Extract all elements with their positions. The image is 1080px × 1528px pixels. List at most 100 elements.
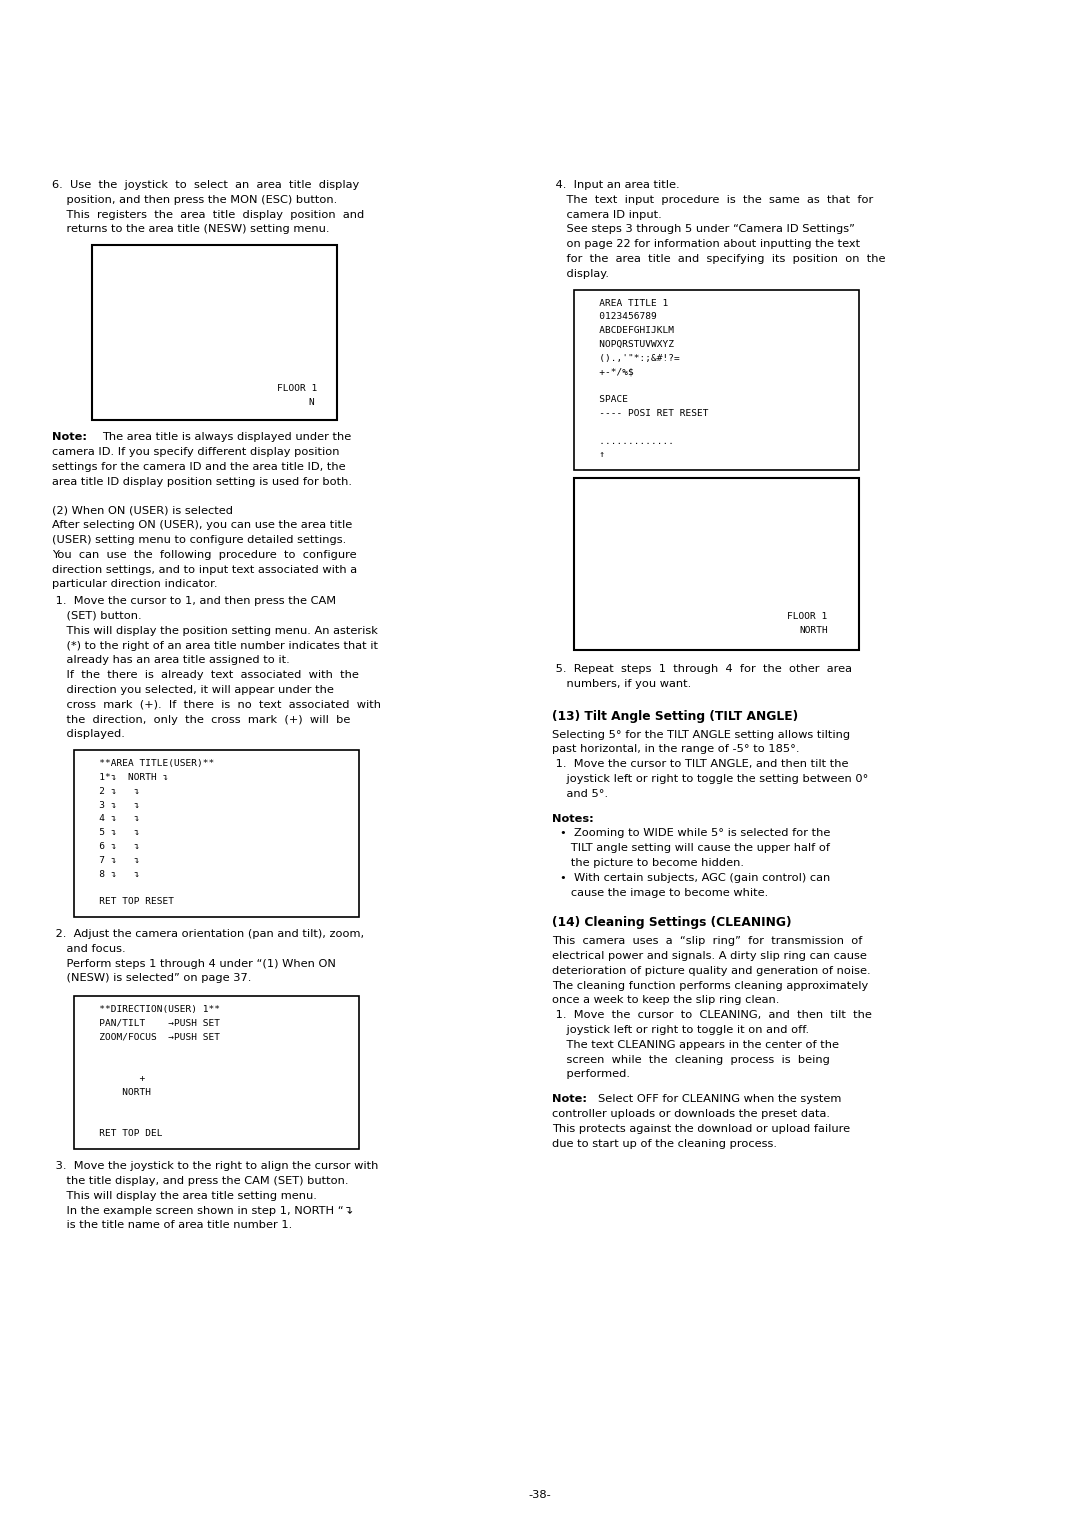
Text: +: + xyxy=(82,1074,145,1083)
Text: camera ID input.: camera ID input. xyxy=(552,209,662,220)
Text: area title ID display position setting is used for both.: area title ID display position setting i… xyxy=(52,477,352,486)
Text: numbers, if you want.: numbers, if you want. xyxy=(552,678,691,689)
Text: the title display, and press the CAM (SET) button.: the title display, and press the CAM (SE… xyxy=(52,1177,349,1186)
Text: 5 ↴   ↴: 5 ↴ ↴ xyxy=(82,828,139,837)
Text: cause the image to become white.: cause the image to become white. xyxy=(561,888,768,897)
Text: You  can  use  the  following  procedure  to  configure: You can use the following procedure to c… xyxy=(52,550,356,559)
Text: 3.  Move the joystick to the right to align the cursor with: 3. Move the joystick to the right to ali… xyxy=(52,1161,378,1170)
Bar xyxy=(573,290,859,471)
Text: The cleaning function performs cleaning approximately: The cleaning function performs cleaning … xyxy=(552,981,868,990)
Text: RET TOP DEL: RET TOP DEL xyxy=(82,1129,162,1138)
Text: (SET) button.: (SET) button. xyxy=(52,611,141,620)
Text: is the title name of area title number 1.: is the title name of area title number 1… xyxy=(52,1221,293,1230)
Bar xyxy=(573,478,859,651)
Text: This will display the position setting menu. An asterisk: This will display the position setting m… xyxy=(52,626,378,636)
Text: FLOOR 1: FLOOR 1 xyxy=(787,613,827,622)
Text: due to start up of the cleaning process.: due to start up of the cleaning process. xyxy=(552,1138,777,1149)
Text: •  Zooming to WIDE while 5° is selected for the: • Zooming to WIDE while 5° is selected f… xyxy=(561,828,831,839)
Text: SPACE: SPACE xyxy=(582,396,627,405)
Text: The text CLEANING appears in the center of the: The text CLEANING appears in the center … xyxy=(552,1039,839,1050)
Text: Notes:: Notes: xyxy=(552,813,594,824)
Text: 1.  Move the cursor to TILT ANGLE, and then tilt the: 1. Move the cursor to TILT ANGLE, and th… xyxy=(552,759,849,769)
Text: 6.  Use  the  joystick  to  select  an  area  title  display: 6. Use the joystick to select an area ti… xyxy=(52,180,360,189)
Text: 8 ↴   ↴: 8 ↴ ↴ xyxy=(82,869,139,879)
Text: TILT angle setting will cause the upper half of: TILT angle setting will cause the upper … xyxy=(561,843,831,853)
Text: 1.  Move  the  cursor  to  CLEANING,  and  then  tilt  the: 1. Move the cursor to CLEANING, and then… xyxy=(552,1010,872,1021)
Text: (14) Cleaning Settings (CLEANING): (14) Cleaning Settings (CLEANING) xyxy=(552,917,792,929)
Text: screen  while  the  cleaning  process  is  being: screen while the cleaning process is bei… xyxy=(552,1054,829,1065)
Text: This will display the area title setting menu.: This will display the area title setting… xyxy=(52,1190,316,1201)
Text: and 5°.: and 5°. xyxy=(552,788,608,799)
Text: once a week to keep the slip ring clean.: once a week to keep the slip ring clean. xyxy=(552,995,780,1005)
Text: joystick left or right to toggle the setting between 0°: joystick left or right to toggle the set… xyxy=(552,775,868,784)
Bar xyxy=(75,996,359,1149)
Text: on page 22 for information about inputting the text: on page 22 for information about inputti… xyxy=(552,240,860,249)
Text: Select OFF for CLEANING when the system: Select OFF for CLEANING when the system xyxy=(598,1094,841,1105)
Text: the  direction,  only  the  cross  mark  (+)  will  be: the direction, only the cross mark (+) w… xyxy=(52,715,350,724)
Text: ↑: ↑ xyxy=(582,451,605,460)
Text: (13) Tilt Angle Setting (TILT ANGLE): (13) Tilt Angle Setting (TILT ANGLE) xyxy=(552,711,798,723)
Text: ABCDEFGHIJKLM: ABCDEFGHIJKLM xyxy=(582,325,674,335)
Text: 0123456789: 0123456789 xyxy=(582,312,657,321)
Text: -38-: -38- xyxy=(528,1490,552,1500)
Text: ZOOM/FOCUS  →PUSH SET: ZOOM/FOCUS →PUSH SET xyxy=(82,1033,220,1042)
Text: camera ID. If you specify different display position: camera ID. If you specify different disp… xyxy=(52,448,339,457)
Text: direction settings, and to input text associated with a: direction settings, and to input text as… xyxy=(52,565,357,575)
Text: See steps 3 through 5 under “Camera ID Settings”: See steps 3 through 5 under “Camera ID S… xyxy=(552,225,855,234)
Text: **AREA TITLE(USER)**: **AREA TITLE(USER)** xyxy=(82,759,214,769)
Text: NOPQRSTUVWXYZ: NOPQRSTUVWXYZ xyxy=(582,341,674,348)
Text: 5.  Repeat  steps  1  through  4  for  the  other  area: 5. Repeat steps 1 through 4 for the othe… xyxy=(552,665,852,674)
Text: FLOOR 1: FLOOR 1 xyxy=(276,384,318,393)
Text: 2 ↴   ↴: 2 ↴ ↴ xyxy=(82,787,139,796)
Text: 1.  Move the cursor to 1, and then press the CAM: 1. Move the cursor to 1, and then press … xyxy=(52,596,336,607)
Text: Perform steps 1 through 4 under “(1) When ON: Perform steps 1 through 4 under “(1) Whe… xyxy=(52,958,336,969)
Bar xyxy=(75,750,359,917)
Text: position, and then press the MON (ESC) button.: position, and then press the MON (ESC) b… xyxy=(52,194,337,205)
Text: for  the  area  title  and  specifying  its  position  on  the: for the area title and specifying its po… xyxy=(552,254,886,264)
Text: controller uploads or downloads the preset data.: controller uploads or downloads the pres… xyxy=(552,1109,831,1118)
Text: **DIRECTION(USER) 1**: **DIRECTION(USER) 1** xyxy=(82,1005,220,1015)
Text: direction you selected, it will appear under the: direction you selected, it will appear u… xyxy=(52,685,334,695)
Text: deterioration of picture quality and generation of noise.: deterioration of picture quality and gen… xyxy=(552,966,870,976)
Text: displayed.: displayed. xyxy=(52,729,125,740)
Text: Selecting 5° for the TILT ANGLE setting allows tilting: Selecting 5° for the TILT ANGLE setting … xyxy=(552,729,850,740)
Text: performed.: performed. xyxy=(552,1070,630,1079)
Text: the picture to become hidden.: the picture to become hidden. xyxy=(561,859,744,868)
Text: Note:: Note: xyxy=(552,1094,588,1105)
Text: cross  mark  (+).  If  there  is  no  text  associated  with: cross mark (+). If there is no text asso… xyxy=(52,700,381,711)
Text: NORTH: NORTH xyxy=(82,1088,151,1097)
Text: (*) to the right of an area title number indicates that it: (*) to the right of an area title number… xyxy=(52,640,378,651)
Text: (NESW) is selected” on page 37.: (NESW) is selected” on page 37. xyxy=(52,973,252,984)
Text: 2.  Adjust the camera orientation (pan and tilt), zoom,: 2. Adjust the camera orientation (pan an… xyxy=(52,929,364,940)
Text: past horizontal, in the range of -5° to 185°.: past horizontal, in the range of -5° to … xyxy=(552,744,799,755)
Text: This  registers  the  area  title  display  position  and: This registers the area title display po… xyxy=(52,209,364,220)
Text: electrical power and signals. A dirty slip ring can cause: electrical power and signals. A dirty sl… xyxy=(552,950,867,961)
Text: 6 ↴   ↴: 6 ↴ ↴ xyxy=(82,842,139,851)
Text: already has an area title assigned to it.: already has an area title assigned to it… xyxy=(52,656,289,665)
Text: This  camera  uses  a  “slip  ring”  for  transmission  of: This camera uses a “slip ring” for trans… xyxy=(552,937,862,946)
Text: returns to the area title (NESW) setting menu.: returns to the area title (NESW) setting… xyxy=(52,225,329,234)
Text: This protects against the download or upload failure: This protects against the download or up… xyxy=(552,1123,850,1134)
Text: The area title is always displayed under the: The area title is always displayed under… xyxy=(102,432,351,442)
Text: N: N xyxy=(308,399,314,406)
Text: NORTH: NORTH xyxy=(799,626,827,636)
Text: If  the  there  is  already  text  associated  with  the: If the there is already text associated … xyxy=(52,671,359,680)
Text: ().,'"*:;&#!?=: ().,'"*:;&#!?= xyxy=(582,354,679,362)
Text: After selecting ON (USER), you can use the area title: After selecting ON (USER), you can use t… xyxy=(52,520,352,530)
Bar xyxy=(92,244,337,420)
Text: 4 ↴   ↴: 4 ↴ ↴ xyxy=(82,814,139,824)
Text: 3 ↴   ↴: 3 ↴ ↴ xyxy=(82,801,139,810)
Text: In the example screen shown in step 1, NORTH “↴: In the example screen shown in step 1, N… xyxy=(52,1206,353,1216)
Text: 4.  Input an area title.: 4. Input an area title. xyxy=(552,180,679,189)
Text: Note:: Note: xyxy=(52,432,87,442)
Text: •  With certain subjects, AGC (gain control) can: • With certain subjects, AGC (gain contr… xyxy=(561,872,831,883)
Text: .............: ............. xyxy=(582,437,674,446)
Text: The  text  input  procedure  is  the  same  as  that  for: The text input procedure is the same as … xyxy=(552,194,874,205)
Text: AREA TITLE 1: AREA TITLE 1 xyxy=(582,298,669,307)
Text: joystick left or right to toggle it on and off.: joystick left or right to toggle it on a… xyxy=(552,1025,809,1034)
Text: +-*/%$: +-*/%$ xyxy=(582,368,634,376)
Text: PAN/TILT    →PUSH SET: PAN/TILT →PUSH SET xyxy=(82,1019,220,1028)
Text: particular direction indicator.: particular direction indicator. xyxy=(52,579,217,590)
Text: 1*↴  NORTH ↴: 1*↴ NORTH ↴ xyxy=(82,773,168,782)
Text: 7 ↴   ↴: 7 ↴ ↴ xyxy=(82,856,139,865)
